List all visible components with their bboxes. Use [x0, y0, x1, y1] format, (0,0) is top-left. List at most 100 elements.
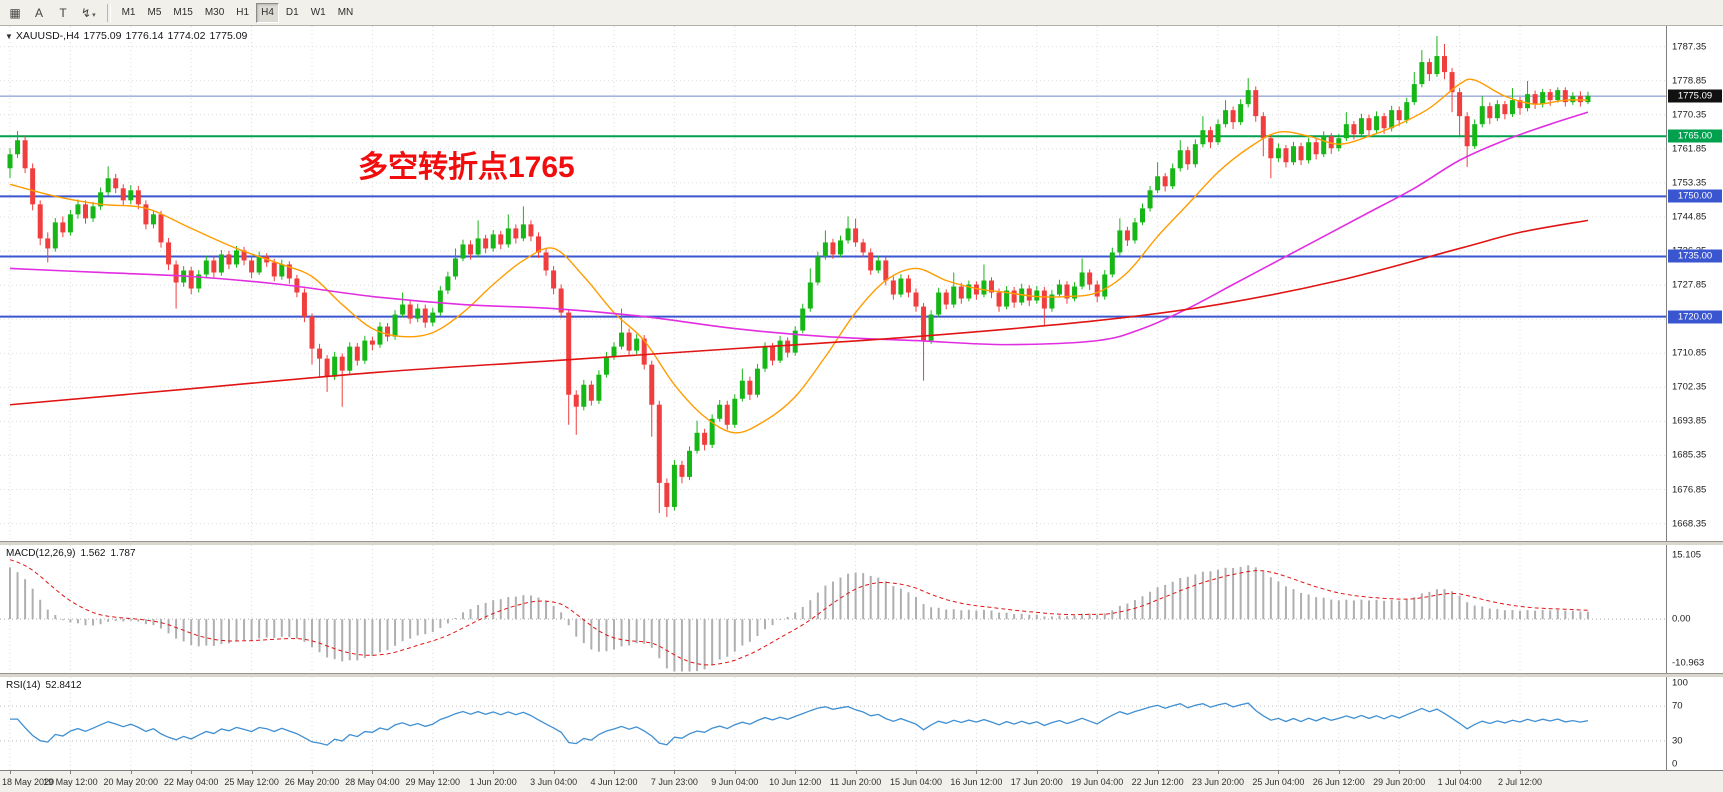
time-label: 20 May 20:00 — [103, 777, 159, 787]
timeframe-button-D1[interactable]: D1 — [285, 6, 299, 18]
candle-body — [702, 432, 708, 445]
candle-body — [1426, 62, 1432, 75]
candle-body — [1321, 136, 1327, 155]
collapse-arrow-icon[interactable]: ▼ — [5, 32, 13, 41]
candle-body — [1064, 284, 1070, 299]
time-tick-mark — [855, 771, 857, 774]
candle-body — [822, 242, 828, 257]
candle-body — [581, 384, 587, 407]
candle-body — [588, 384, 594, 401]
candle-body — [241, 250, 247, 261]
candle-body — [1109, 252, 1115, 275]
candle-body — [15, 140, 21, 155]
macd-axis[interactable]: 15.105 0.00 -10.963 — [1666, 545, 1723, 673]
candle-body — [1336, 138, 1342, 149]
chart-area: ▼ XAUUSD-,H4 1775.09 1776.14 1774.02 1775.09 … — [0, 26, 1723, 792]
rsi-axis[interactable]: 100 70 30 0 — [1666, 677, 1723, 770]
annotation-text[interactable]: 多空转折点1765 — [358, 151, 575, 184]
time-label: 18 May 2020 — [2, 777, 55, 787]
line-studies-dropdown[interactable]: ↯▾ — [81, 5, 96, 20]
candle-body — [377, 326, 383, 345]
candle-body — [694, 432, 700, 451]
candle-body — [1457, 92, 1463, 117]
candle-body — [1464, 116, 1470, 147]
candle-body — [347, 346, 353, 371]
candle-body — [981, 280, 987, 295]
candle-body — [973, 284, 979, 295]
candle-body — [1404, 102, 1410, 121]
candle-body — [671, 464, 677, 507]
candle-body — [558, 288, 564, 313]
candle-body — [294, 278, 300, 293]
chart-window-icon[interactable]: ▦ — [9, 5, 21, 20]
candle-body — [634, 338, 640, 351]
candle-body — [234, 250, 239, 265]
panel-splitter-macd[interactable] — [0, 541, 1723, 545]
candle-body — [22, 140, 28, 169]
candle-body — [1283, 148, 1289, 163]
macd-chart-surface[interactable] — [0, 545, 1666, 673]
time-axis[interactable]: 18 May 2020 19 May 12:00 20 May 20:00 22 Ma… — [0, 770, 1723, 792]
timeframe-button-M30[interactable]: M30 — [204, 6, 225, 18]
candle-body — [226, 254, 232, 265]
time-tick-mark — [10, 771, 11, 774]
candle-body — [1102, 274, 1108, 297]
candle-body — [1434, 56, 1440, 75]
price-axis[interactable]: 1787.35 1778.85 1770.35 1761.85 1753.35 1744.… — [1666, 26, 1723, 541]
macd-tick: -10.963 — [1672, 657, 1705, 669]
main-chart-surface[interactable] — [0, 26, 1666, 541]
candle-body — [158, 214, 164, 243]
candle-body — [105, 178, 111, 193]
candle-body — [838, 240, 843, 255]
rsi-tick: 30 — [1672, 735, 1683, 747]
candle-body — [1525, 94, 1531, 109]
candle-body — [1223, 110, 1229, 125]
text-tool-button[interactable]: T — [59, 5, 67, 20]
price-tick: 1787.35 — [1672, 41, 1707, 53]
timeframe-button-W1[interactable]: W1 — [310, 6, 326, 18]
candle-body — [551, 270, 557, 289]
price-tick: 1676.85 — [1672, 484, 1707, 495]
candle-body — [996, 292, 1002, 307]
candle-body — [407, 304, 413, 319]
candle-body — [128, 190, 134, 201]
macd-panel: MACD(12,26,9) 1.562 1.787 15.105 0.00 -10.96… — [0, 545, 1723, 673]
candle-body — [196, 274, 202, 289]
timeframe-button-H4[interactable]: H4 — [256, 2, 279, 23]
candle-body — [150, 214, 156, 225]
timeframe-button-M5[interactable]: M5 — [147, 6, 162, 18]
cursor-tool-button[interactable]: A — [34, 5, 43, 20]
candle-body — [619, 332, 625, 347]
candle-body — [649, 364, 655, 405]
candle-body — [1140, 208, 1145, 223]
candle-body — [1306, 142, 1312, 161]
time-label: 26 Jun 12:00 — [1312, 777, 1365, 787]
candle-body — [770, 346, 776, 361]
macd-label: MACD(12,26,9) 1.562 1.787 — [6, 548, 141, 559]
timeframe-button-M1[interactable]: M1 — [121, 6, 136, 18]
timeframe-button-M15[interactable]: M15 — [173, 6, 193, 18]
rsi-chart-surface[interactable] — [0, 677, 1666, 770]
timeframe-button-H1[interactable]: H1 — [236, 6, 250, 18]
time-tick-mark — [70, 771, 72, 774]
timeframe-button-MN[interactable]: MN — [337, 6, 354, 18]
time-label: 22 Jun 12:00 — [1131, 777, 1184, 787]
candle-body — [1366, 118, 1372, 131]
candle-body — [415, 308, 421, 319]
timeframe-group: M1 M5 M15 M30 H1 H4 D1 W1 MN — [116, 2, 360, 23]
time-tick-mark — [1278, 771, 1280, 774]
candle-body — [679, 464, 685, 477]
candle-body — [211, 260, 217, 273]
candle-body — [1449, 72, 1455, 93]
candle-body — [1215, 124, 1221, 143]
candle-body — [445, 276, 451, 291]
panel-splitter-rsi[interactable] — [0, 673, 1723, 677]
time-tick-mark — [130, 771, 132, 774]
candle-body — [1124, 230, 1130, 241]
candle-body — [354, 346, 360, 361]
ohlc-low: 1774.02 — [167, 30, 206, 42]
candle-body — [1328, 136, 1334, 149]
candles-group — [7, 36, 1591, 517]
candle-body — [1351, 124, 1357, 135]
